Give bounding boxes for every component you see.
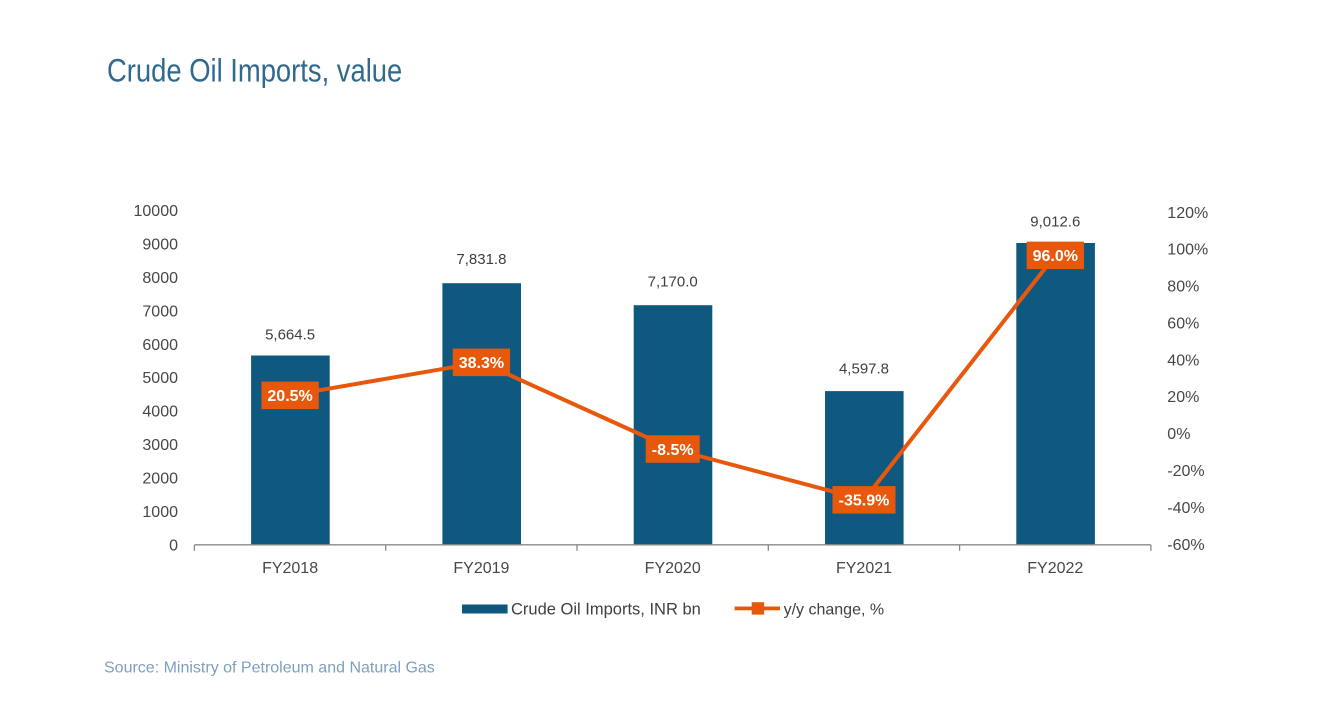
svg-text:96.0%: 96.0%	[1033, 248, 1078, 265]
svg-text:-60%: -60%	[1167, 537, 1204, 554]
svg-text:Crude Oil Imports, value: Crude Oil Imports, value	[107, 53, 402, 89]
svg-text:-20%: -20%	[1167, 463, 1204, 480]
svg-text:9,012.6: 9,012.6	[1030, 214, 1080, 231]
svg-text:40%: 40%	[1167, 352, 1199, 369]
svg-text:FY2018: FY2018	[262, 560, 318, 577]
svg-text:20%: 20%	[1167, 389, 1199, 406]
svg-text:7,170.0: 7,170.0	[648, 274, 698, 291]
svg-text:0%: 0%	[1167, 426, 1190, 443]
svg-text:Crude Oil Imports, INR bn: Crude Oil Imports, INR bn	[511, 600, 701, 618]
svg-text:-8.5%: -8.5%	[652, 442, 694, 459]
svg-text:0: 0	[169, 538, 178, 555]
svg-text:2000: 2000	[142, 471, 178, 488]
svg-text:9000: 9000	[142, 236, 178, 253]
svg-text:38.3%: 38.3%	[459, 355, 504, 372]
svg-text:1000: 1000	[142, 504, 178, 521]
svg-text:FY2020: FY2020	[645, 560, 701, 577]
svg-text:100%: 100%	[1167, 242, 1208, 259]
svg-text:FY2021: FY2021	[836, 560, 892, 577]
svg-text:6000: 6000	[142, 337, 178, 354]
svg-text:80%: 80%	[1167, 279, 1199, 296]
svg-text:-40%: -40%	[1167, 500, 1204, 517]
svg-text:7,831.8: 7,831.8	[456, 251, 506, 268]
svg-text:FY2019: FY2019	[453, 560, 509, 577]
svg-text:20.5%: 20.5%	[267, 388, 312, 405]
svg-text:FY2022: FY2022	[1027, 560, 1083, 577]
svg-text:60%: 60%	[1167, 316, 1199, 333]
svg-text:120%: 120%	[1167, 205, 1208, 222]
svg-text:4,597.8: 4,597.8	[839, 361, 889, 378]
svg-text:-35.9%: -35.9%	[839, 493, 890, 510]
svg-text:5,664.5: 5,664.5	[265, 327, 315, 344]
svg-text:y/y change, %: y/y change, %	[784, 601, 885, 618]
svg-text:3000: 3000	[142, 437, 178, 454]
svg-text:4000: 4000	[142, 404, 178, 421]
svg-text:7000: 7000	[142, 303, 178, 320]
svg-text:8000: 8000	[142, 270, 178, 287]
svg-text:10000: 10000	[134, 203, 179, 220]
svg-text:5000: 5000	[142, 370, 178, 387]
svg-text:Source: Ministry of Petroleum: Source: Ministry of Petroleum and Natura…	[104, 659, 435, 676]
